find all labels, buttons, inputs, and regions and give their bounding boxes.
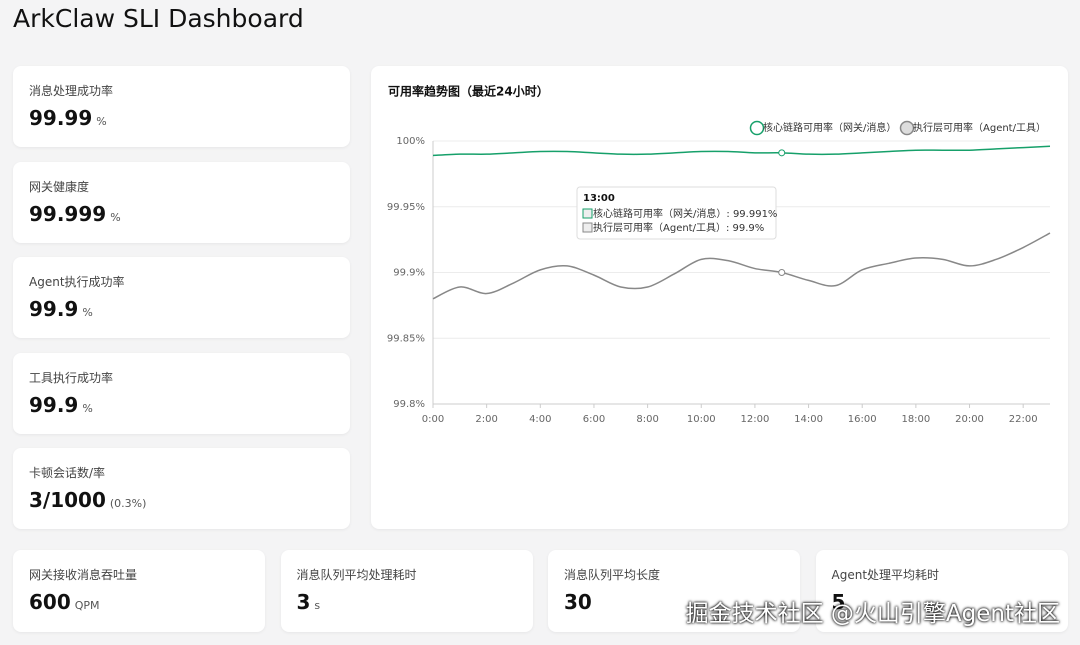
kpi-value-box: 99.9% [29, 393, 93, 417]
y-tick-label: 99.9% [393, 268, 425, 279]
kpi-card: 消息处理成功率 99.99% [13, 66, 350, 147]
kpi-value: 600 [29, 590, 71, 614]
x-tick-label: 22:00 [1009, 414, 1038, 425]
x-tick-label: 14:00 [794, 414, 823, 425]
watermark: 掘金技术社区 @火山引擎Agent社区 [685, 601, 1060, 627]
kpi-value-box: 99.99% [29, 106, 107, 130]
kpi-label: Agent执行成功率 [29, 275, 125, 289]
x-tick-label: 12:00 [740, 414, 769, 425]
series-line [432, 232, 1051, 300]
kpi-value: 3/1000 [29, 488, 106, 512]
kpi-value: 99.9 [29, 392, 79, 417]
kpi-value: 99.99 [29, 106, 93, 130]
kpi-card: 卡顿会话数/率 3/1000 (0.3%) [13, 448, 350, 529]
hover-point [778, 149, 786, 157]
chart-card: 可用率趋势图（最近24小时） 99.8% 99.85% 99.9% 99.95% 100%… [371, 66, 1068, 529]
legend-label: 核心链路可用率（网关/消息） [763, 121, 896, 134]
x-tick-label: 2:00 [475, 414, 497, 425]
series-name: 核心链路可用率（网关/消息） [593, 207, 726, 220]
kpi-card: 工具执行成功率 99.9% [13, 352, 350, 434]
series-name: 执行层可用率（Agent/工具） [593, 221, 726, 234]
tooltip-value: 99.991% [733, 209, 778, 220]
kpi-value-box: 30 [564, 590, 592, 614]
kpi-card: Agent处理平均耗时 5 [815, 550, 1068, 632]
tooltip-item: 核心链路可用率（网关/消息）: 99.991% [593, 207, 777, 220]
chart-title: 可用率趋势图（最近24小时） [388, 84, 549, 99]
separator: : [726, 209, 733, 220]
tooltip-item: 执行层可用率（Agent/工具）: 99.9% [593, 221, 764, 234]
kpi-card: 消息队列平均长度 30 [548, 550, 800, 632]
kpi-unit: % [96, 115, 107, 128]
x-tick-label: 10:00 [687, 414, 716, 425]
kpi-label: 消息队列平均处理耗时 [296, 568, 417, 582]
x-tick-label: 8:00 [636, 414, 658, 425]
x-tick-label: 18:00 [901, 414, 930, 425]
y-tick-label: 100% [396, 136, 425, 147]
kpi-value: 30 [564, 590, 592, 614]
tooltip-value: 99.9% [733, 223, 765, 234]
tooltip-box [576, 186, 777, 240]
kpi-value-box: 600 QPM [29, 590, 100, 614]
kpi-value: 99.9 [29, 297, 79, 321]
kpi-value: 3 [296, 590, 311, 614]
kpi-value: 5 [831, 590, 846, 614]
x-tick-label: 20:00 [955, 414, 984, 425]
kpi-value: 99.999 [29, 201, 107, 226]
kpi-card: 网关接收消息吞吐量 600 QPM [13, 550, 265, 632]
kpi-value-box: 3/1000 (0.3%) [29, 488, 146, 512]
kpi-unit: % [82, 306, 93, 319]
kpi-value-box: 99.9% [29, 297, 93, 321]
kpi-card: Agent执行成功率 99.9% [13, 257, 350, 338]
kpi-label: 网关健康度 [29, 179, 90, 194]
kpi-unit: s [314, 599, 321, 612]
kpi-unit: % [82, 401, 93, 415]
tooltip-title: 13:00 [583, 193, 615, 204]
kpi-unit: % [110, 210, 121, 224]
kpi-label: 工具执行成功率 [29, 370, 114, 385]
x-tick-label: 4:00 [529, 414, 551, 425]
separator: : [726, 223, 733, 234]
page-title: ArkClaw SLI Dashboard [13, 4, 304, 33]
tooltip-marker [582, 208, 593, 219]
kpi-label: 网关接收消息吞吐量 [29, 568, 138, 582]
x-tick-label: 0:00 [422, 414, 444, 425]
chart: 可用率趋势图（最近24小时） 99.8% 99.85% 99.9% 99.95% 100%… [387, 84, 1051, 425]
kpi-value-box: 99.999% [29, 202, 121, 226]
kpi-label: 消息队列平均长度 [564, 568, 661, 582]
hover-point [778, 269, 786, 276]
kpi-card: 消息队列平均处理耗时 3 s [280, 550, 533, 632]
y-tick-label: 99.8% [393, 399, 425, 410]
kpi-unit: QPM [74, 599, 100, 612]
kpi-label: 卡顿会话数/率 [29, 466, 106, 480]
legend-marker [749, 120, 765, 136]
kpi-card: 网关健康度 99.999% [13, 161, 350, 243]
y-tick-label: 99.95% [387, 202, 425, 213]
x-tick-label: 6:00 [583, 414, 605, 425]
x-tick-label: 16:00 [848, 414, 877, 425]
series-line [432, 145, 1051, 157]
legend-marker [899, 120, 915, 136]
legend-label: 执行层可用率（Agent/工具） [913, 121, 1046, 134]
kpi-value-box: 5 [832, 590, 846, 614]
kpi-unit: (0.3%) [109, 497, 147, 510]
kpi-label: Agent处理平均耗时 [831, 568, 940, 582]
tooltip-marker [582, 222, 593, 233]
y-tick-label: 99.85% [387, 333, 425, 344]
kpi-label: 消息处理成功率 [29, 84, 114, 98]
